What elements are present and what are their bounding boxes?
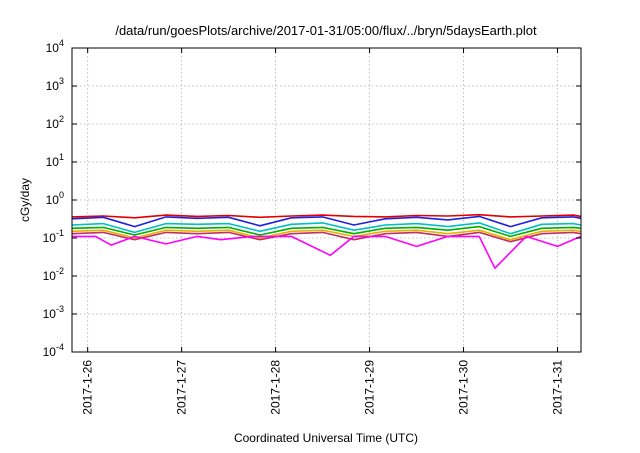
series-line-5: [71, 229, 582, 241]
series-group: [71, 213, 582, 270]
y-tick-label: 10-1: [43, 228, 64, 245]
chart-title: /data/run/goesPlots/archive/2017-01-31/0…: [115, 23, 537, 38]
grid: [72, 48, 581, 352]
series-line-4: [71, 225, 582, 238]
y-tick-label: 10-2: [43, 266, 64, 283]
y-tick-label: 100: [46, 190, 64, 207]
y-tick-label: 10-4: [43, 342, 64, 359]
ticks: 10-4 10-3 10-2 10-1 100 101 102 103 104 2017-1-26…: [43, 38, 581, 415]
x-tick-label: 2017-1-26: [81, 360, 95, 415]
y-tick-label: 103: [46, 76, 64, 93]
x-tick-label: 2017-1-31: [551, 360, 565, 415]
x-tick-label: 2017-1-28: [269, 360, 283, 415]
y-tick-label: 101: [46, 152, 64, 169]
y-tick-label: 102: [46, 114, 64, 131]
x-axis-label: Coordinated Universal Time (UTC): [234, 431, 418, 445]
x-tick-label: 2017-1-30: [457, 360, 471, 415]
y-axis-label: cGy/day: [18, 178, 32, 222]
series-line-1: [71, 213, 582, 219]
series-line-7: [72, 235, 582, 270]
series-line-3: [71, 222, 582, 235]
x-tick-label: 2017-1-27: [175, 360, 189, 415]
x-tick-label: 2017-1-29: [363, 360, 377, 415]
series-line-6: [71, 231, 582, 243]
y-tick-label: 104: [46, 38, 64, 55]
y-tick-label: 10-3: [43, 304, 64, 321]
series-line-2: [71, 215, 582, 228]
